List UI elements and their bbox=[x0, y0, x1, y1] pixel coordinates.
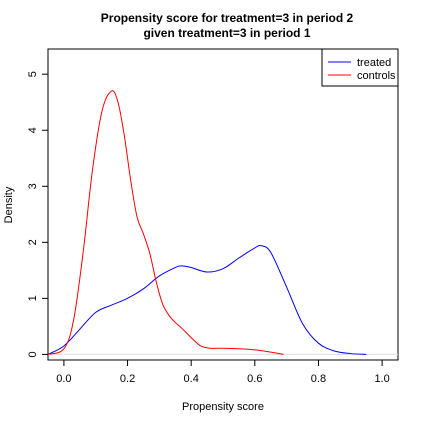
x-tick-label: 0.6 bbox=[247, 373, 262, 385]
x-tick-label: 1.0 bbox=[374, 373, 389, 385]
y-axis: 0 1 2 3 4 5 bbox=[27, 71, 48, 357]
x-tick-label: 0.2 bbox=[120, 373, 135, 385]
y-tick-label: 3 bbox=[27, 183, 39, 189]
chart-title-line-2: given treatment=3 in period 1 bbox=[143, 26, 310, 40]
y-tick-label: 5 bbox=[27, 71, 39, 77]
y-tick-label: 2 bbox=[27, 239, 39, 245]
series-layer bbox=[47, 90, 398, 355]
x-axis-label: Propensity score bbox=[182, 401, 264, 413]
legend: treated controls bbox=[321, 48, 399, 87]
plot-frame bbox=[47, 48, 399, 361]
series-line-treated bbox=[47, 244, 367, 355]
y-tick-label: 1 bbox=[27, 295, 39, 301]
legend-box bbox=[321, 48, 399, 87]
x-tick-label: 0.4 bbox=[184, 373, 199, 385]
y-tick-label: 0 bbox=[27, 351, 39, 357]
chart-title-line-1: Propensity score for treatment=3 in peri… bbox=[101, 11, 354, 25]
y-axis-label: Density bbox=[3, 186, 15, 223]
y-tick-label: 4 bbox=[27, 127, 39, 133]
legend-label-controls: controls bbox=[357, 70, 396, 82]
legend-label-treated: treated bbox=[357, 57, 391, 69]
series-line-controls bbox=[47, 90, 284, 355]
x-tick-label: 0.8 bbox=[311, 373, 326, 385]
x-tick-label: 0.0 bbox=[56, 373, 71, 385]
x-axis: 0.0 0.2 0.4 0.6 0.8 1.0 bbox=[56, 360, 390, 385]
